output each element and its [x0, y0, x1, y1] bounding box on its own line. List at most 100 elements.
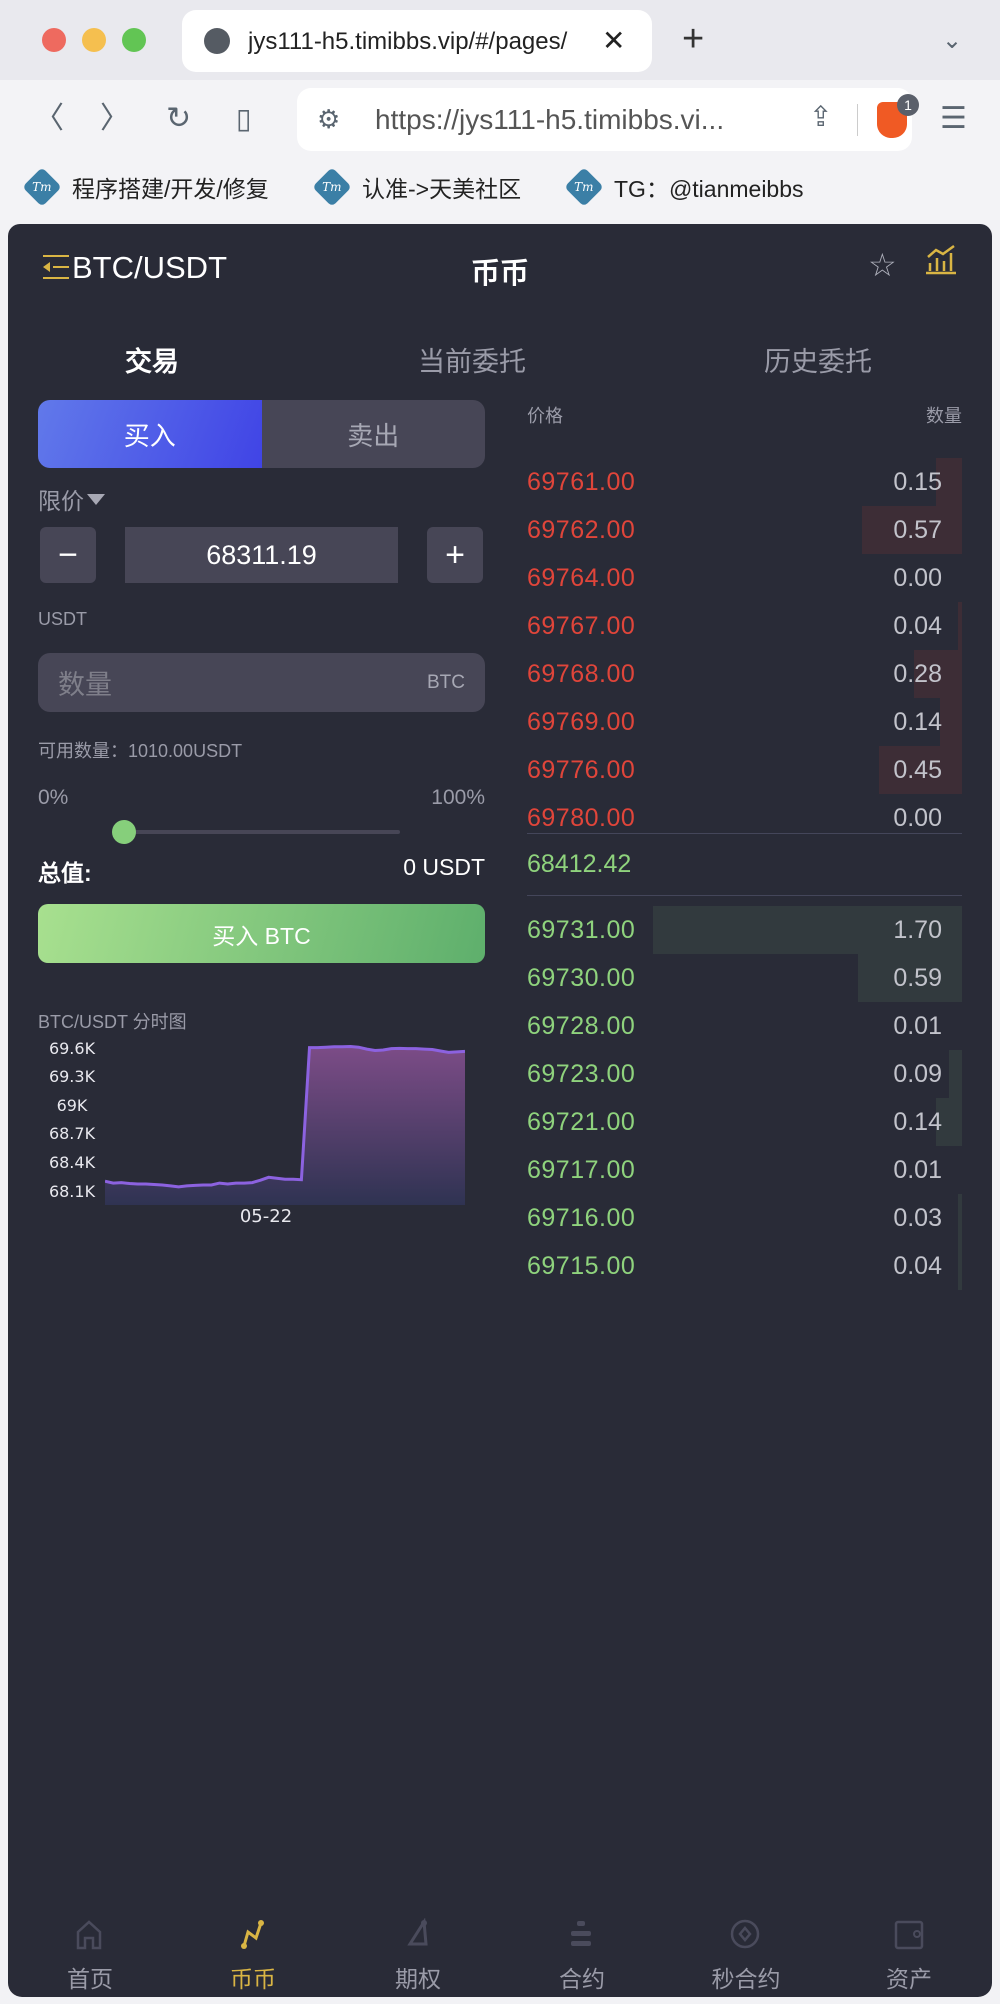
ask-row[interactable]: 69769.00 0.14	[527, 698, 962, 746]
bookmark-button[interactable]: ▯	[236, 103, 252, 134]
bid-row[interactable]: 69716.00 0.03	[527, 1194, 962, 1242]
browser-tab[interactable]: jys111-h5.timibbs.vip/#/pages/ ✕	[182, 10, 652, 72]
address-bar[interactable]: ⚙ https://jys111-h5.timibbs.vi... ⇪ 1	[297, 88, 919, 151]
bookmark-logo-icon: Tm	[564, 167, 604, 207]
maximize-window-button[interactable]	[122, 28, 146, 52]
tab-title: jys111-h5.timibbs.vip/#/pages/	[248, 28, 568, 55]
ask-price: 69761.00	[527, 468, 636, 496]
bid-row[interactable]: 69728.00 0.01	[527, 1002, 962, 1050]
bid-qty: 0.01	[893, 1012, 942, 1040]
tab-open-orders[interactable]: 当前委托	[418, 347, 526, 377]
increase-price-button[interactable]: +	[427, 527, 483, 583]
depth-bar	[935, 1098, 962, 1146]
url-text[interactable]: https://jys111-h5.timibbs.vi...	[375, 104, 725, 135]
chart-icon[interactable]	[924, 243, 958, 275]
bid-qty: 0.09	[893, 1060, 942, 1088]
buy-btc-button[interactable]: 买入 BTC	[38, 904, 485, 963]
depth-bar	[861, 506, 962, 554]
quantity-unit: BTC	[427, 671, 465, 693]
close-tab-icon[interactable]: ✕	[602, 25, 626, 56]
ask-row[interactable]: 69768.00 0.28	[527, 650, 962, 698]
ask-row[interactable]: 69780.00 0.00	[527, 794, 962, 842]
bid-row[interactable]: 69717.00 0.01	[527, 1146, 962, 1194]
bid-qty: 0.59	[893, 964, 942, 992]
percent-slider-thumb[interactable]	[112, 820, 136, 844]
menu-icon[interactable]: ☰	[940, 102, 967, 135]
ask-row[interactable]: 69761.00 0.15	[527, 458, 962, 506]
price-area-chart	[105, 1044, 465, 1205]
forward-button[interactable]: 〉	[100, 102, 130, 135]
price-input[interactable]: 68311.19	[125, 527, 398, 583]
bid-qty: 0.03	[893, 1204, 942, 1232]
x-tick-label: 05-22	[239, 1206, 293, 1227]
y-tick-label: 69.3K	[48, 1067, 96, 1087]
nav-item-5[interactable]: 资产	[849, 1918, 969, 1994]
caret-down-icon	[87, 493, 105, 505]
sell-tab-button[interactable]: 卖出	[261, 400, 485, 468]
menu-toggle-icon[interactable]	[43, 255, 69, 279]
chart-area-fill	[105, 1046, 465, 1205]
site-settings-icon[interactable]: ⚙	[317, 104, 341, 134]
percent-slider-track[interactable]	[124, 830, 400, 834]
star-icon[interactable]: ☆	[868, 247, 897, 283]
divider	[857, 104, 858, 136]
bid-row[interactable]: 69731.00 1.70	[527, 906, 962, 954]
ask-price: 69762.00	[527, 516, 636, 544]
decrease-price-button[interactable]: −	[40, 527, 96, 583]
bookmark-item[interactable]: Tm 程序搭建/开发/修复	[22, 167, 269, 207]
last-price: 68412.42	[527, 850, 632, 878]
bookmark-item[interactable]: Tm 认准->天美社区	[312, 167, 521, 207]
divider	[527, 895, 962, 896]
ask-qty: 0.00	[893, 564, 942, 592]
order-type-dropdown[interactable]: 限价	[38, 482, 105, 516]
chart-title: BTC/USDT 分时图	[38, 1012, 187, 1032]
nav-label: 资产	[886, 1966, 932, 1992]
tab-trade[interactable]: 交易	[125, 347, 179, 377]
nav-item-2[interactable]: 期权	[358, 1918, 478, 1994]
depth-bar	[935, 458, 962, 506]
pair-title[interactable]: BTC/USDT	[72, 250, 227, 285]
nav-item-4[interactable]: 秒合约	[686, 1918, 806, 1994]
tab-order-history[interactable]: 历史委托	[764, 347, 872, 377]
depth-bar	[957, 1194, 962, 1242]
y-tick-label: 68.7K	[48, 1124, 96, 1144]
bid-row[interactable]: 69721.00 0.14	[527, 1098, 962, 1146]
depth-bar	[653, 906, 962, 954]
bid-row[interactable]: 69730.00 0.59	[527, 954, 962, 1002]
ask-row[interactable]: 69776.00 0.45	[527, 746, 962, 794]
total-label: 总值:	[38, 860, 92, 886]
y-tick-label: 68.1K	[48, 1181, 96, 1201]
bid-price: 69716.00	[527, 1204, 636, 1232]
nav-item-1[interactable]: 币币	[193, 1918, 313, 1994]
close-window-button[interactable]	[42, 28, 66, 52]
coin-trend-icon	[241, 1920, 264, 1949]
quantity-input[interactable]: 数量 BTC	[38, 653, 485, 712]
ask-price: 69780.00	[527, 804, 636, 832]
bookmark-item[interactable]: Tm TG：@tianmeibbs	[564, 167, 804, 207]
buy-sell-toggle: 买入 卖出	[38, 400, 485, 468]
share-icon[interactable]: ⇪	[809, 101, 833, 132]
tab-list-chevron-icon[interactable]: ⌄	[942, 27, 963, 54]
bid-row[interactable]: 69715.00 0.04	[527, 1242, 962, 1290]
nav-item-0[interactable]: 首页	[30, 1918, 150, 1994]
buy-tab-button[interactable]: 买入	[38, 400, 262, 468]
ask-row[interactable]: 69767.00 0.04	[527, 602, 962, 650]
ask-row[interactable]: 69762.00 0.57	[527, 506, 962, 554]
minimize-window-button[interactable]	[82, 28, 106, 52]
nav-item-3[interactable]: 合约	[522, 1918, 642, 1994]
bid-row[interactable]: 69723.00 0.09	[527, 1050, 962, 1098]
ask-qty: 0.57	[893, 516, 942, 544]
back-button[interactable]: 〈	[34, 102, 64, 135]
app-panel	[8, 224, 992, 1997]
divider	[527, 833, 962, 834]
depth-bar	[957, 602, 962, 650]
bookmark-logo-icon: Tm	[312, 167, 352, 207]
chart-price-line	[105, 1044, 465, 1189]
reload-button[interactable]: ↻	[166, 102, 192, 135]
ask-price: 69776.00	[527, 756, 636, 784]
y-tick-label: 68.4K	[48, 1152, 96, 1172]
available-balance: 可用数量：1010.00USDT	[38, 741, 243, 761]
ask-price: 69764.00	[527, 564, 636, 592]
ask-row[interactable]: 69764.00 0.00	[527, 554, 962, 602]
new-tab-button[interactable]: +	[682, 18, 705, 60]
